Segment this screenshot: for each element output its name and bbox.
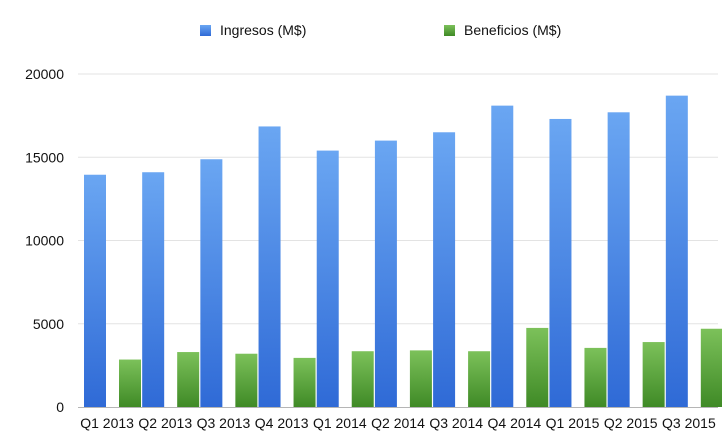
y-tick-label: 0 bbox=[56, 399, 64, 415]
legend-swatch bbox=[444, 25, 455, 36]
legend: Ingresos (M$) Beneficios (M$) bbox=[200, 22, 561, 38]
legend-label: Ingresos (M$) bbox=[220, 22, 306, 38]
bar-ingresos bbox=[84, 174, 106, 407]
x-tick-label: Q3 2015 bbox=[662, 415, 716, 431]
y-tick-label: 20000 bbox=[25, 66, 64, 82]
x-tick-label: Q1 2015 bbox=[546, 415, 600, 431]
bar-beneficios bbox=[700, 328, 722, 407]
bar-ingresos bbox=[316, 150, 339, 407]
y-tick-label: 10000 bbox=[25, 233, 64, 249]
bars bbox=[84, 95, 722, 408]
bar-ingresos bbox=[491, 105, 514, 407]
x-axis-ticks: Q1 2013 Q2 2013 Q3 2013 Q4 2013 Q1 2014 Q2 20… bbox=[80, 415, 716, 431]
x-tick-label: Q3 2014 bbox=[429, 415, 483, 431]
bar-beneficios bbox=[642, 342, 665, 407]
bar-ingresos bbox=[665, 95, 688, 408]
bar-ingresos bbox=[607, 112, 630, 408]
x-tick-label: Q1 2013 bbox=[80, 415, 134, 431]
bar-ingresos bbox=[258, 126, 281, 407]
x-tick-label: Q1 2014 bbox=[313, 415, 367, 431]
x-tick-label: Q4 2013 bbox=[255, 415, 309, 431]
x-tick-label: Q2 2015 bbox=[604, 415, 658, 431]
bar-ingresos bbox=[433, 132, 456, 407]
x-tick-label: Q4 2014 bbox=[488, 415, 542, 431]
x-tick-label: Q2 2014 bbox=[371, 415, 425, 431]
y-tick-label: 5000 bbox=[33, 316, 64, 332]
bar-beneficios bbox=[177, 352, 200, 407]
bar-ingresos bbox=[142, 172, 165, 407]
bar-beneficios bbox=[468, 351, 491, 407]
x-tick-label: Q3 2013 bbox=[197, 415, 251, 431]
bar-beneficios bbox=[584, 347, 607, 407]
bar-beneficios bbox=[526, 327, 549, 407]
legend-swatch bbox=[200, 25, 211, 36]
legend-label: Beneficios (M$) bbox=[464, 22, 561, 38]
y-tick-label: 15000 bbox=[25, 149, 64, 165]
bar-beneficios bbox=[235, 353, 258, 407]
bar-beneficios bbox=[409, 350, 432, 407]
bar-ingresos bbox=[374, 140, 397, 407]
x-tick-label: Q2 2013 bbox=[138, 415, 192, 431]
bar-beneficios bbox=[293, 357, 316, 407]
bar-ingresos bbox=[549, 118, 572, 407]
bar-beneficios bbox=[351, 351, 374, 407]
y-axis-ticks: 0 5000 10000 15000 20000 bbox=[25, 66, 64, 415]
bar-beneficios bbox=[119, 359, 141, 407]
bar-ingresos bbox=[200, 159, 223, 407]
